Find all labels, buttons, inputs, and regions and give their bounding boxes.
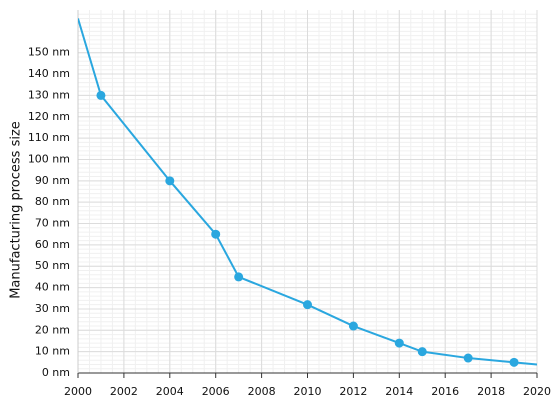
data-point (303, 300, 312, 310)
y-tick-label: 60 nm (35, 238, 70, 251)
y-tick-label: 100 nm (28, 152, 70, 165)
x-tick-label: 2000 (64, 385, 92, 398)
y-tick-label: 10 nm (35, 345, 70, 358)
data-point (211, 229, 221, 239)
y-tick-label: 50 nm (35, 259, 70, 272)
x-tick-label: 2016 (431, 385, 459, 398)
x-tick-label: 2014 (385, 385, 413, 398)
x-tick-label: 2012 (339, 385, 367, 398)
x-tick-label: 2002 (110, 385, 138, 398)
x-tick-label: 2004 (156, 385, 184, 398)
y-tick-label: 110 nm (28, 131, 70, 144)
data-point (394, 338, 404, 348)
y-tick-label: 20 nm (35, 323, 70, 336)
x-tick-label: 2018 (477, 385, 505, 398)
y-tick-label: 80 nm (35, 195, 70, 208)
data-point (463, 353, 473, 363)
y-tick-label: 140 nm (28, 67, 70, 80)
data-point (96, 90, 106, 100)
x-tick-label: 2020 (523, 385, 551, 398)
y-tick-label: 30 nm (35, 302, 70, 315)
data-point (509, 357, 519, 367)
data-point (234, 272, 244, 282)
y-tick-label: 130 nm (28, 88, 70, 101)
x-tick-label: 2006 (202, 385, 230, 398)
x-tick-label: 2008 (248, 385, 276, 398)
y-axis-title: Manufacturing process size (9, 121, 24, 299)
y-tick-label: 40 nm (35, 281, 70, 294)
y-tick-label: 120 nm (28, 110, 70, 123)
y-tick-label: 0 nm (42, 366, 70, 379)
y-tick-label: 90 nm (35, 174, 70, 187)
data-line (78, 18, 537, 366)
data-point (417, 347, 427, 357)
y-tick-label: 70 nm (35, 217, 70, 230)
data-point (165, 176, 175, 186)
y-tick-label: 150 nm (28, 46, 70, 59)
data-point (348, 321, 358, 331)
x-tick-label: 2010 (294, 385, 322, 398)
